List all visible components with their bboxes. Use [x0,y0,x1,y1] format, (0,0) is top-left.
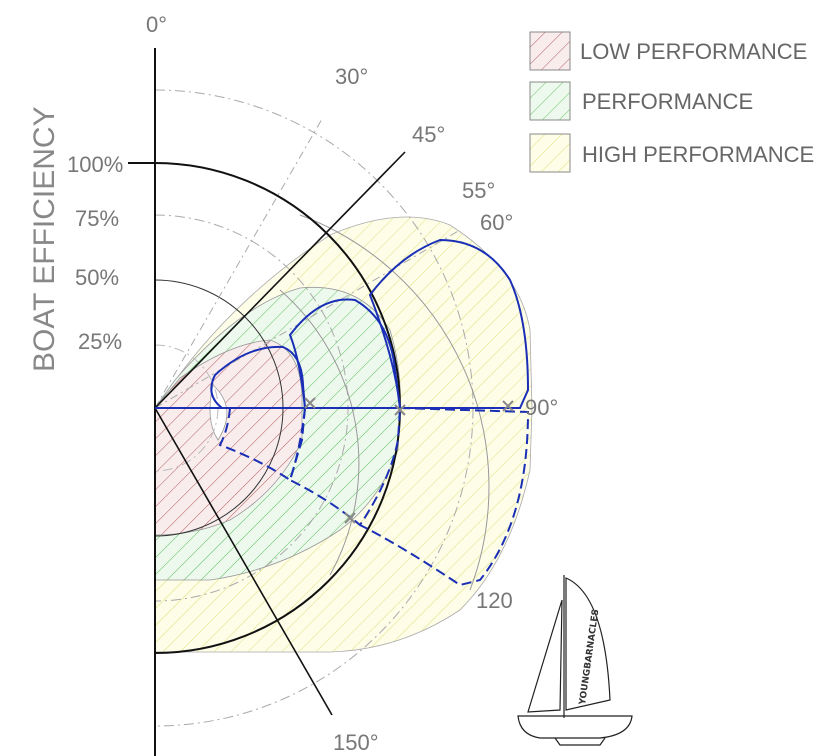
axis-45-line [154,151,406,409]
logo-hull [517,715,633,739]
polar-curve-high-upwind [220,238,530,409]
angle-label-60: 60° [480,210,513,235]
logo-text: YOUNGBARNACLES [578,609,601,707]
legend: LOW PERFORMANCE PERFORMANCE HIGH PERFORM… [529,31,814,173]
legend-label-performance: PERFORMANCE [582,89,753,114]
angle-label-55: 55° [462,178,495,203]
sailboat-logo: YOUNGBARNACLES [517,575,633,746]
axis-150-line [154,407,333,716]
polar-curve-mid-upwind [288,298,401,409]
polar-curve-low-downwind [218,407,306,482]
y-axis-label: BOAT EFFICIENCY [28,106,61,372]
efficiency-label-75: 75% [75,206,119,231]
gray-arc-large [299,214,490,591]
angle-label-90: 90° [525,395,558,420]
legend-label-high: HIGH PERFORMANCE [582,142,814,167]
logo-keel [554,737,606,746]
inner-dashdot-arc [154,344,219,472]
efficiency-label-25: 25% [78,329,122,354]
legend-swatch-performance [529,81,571,121]
efficiency-label-50: 50% [75,265,119,290]
max-point-markers [304,397,514,524]
gray-arc-medium [279,289,360,576]
efficiency-label-100: 100% [67,152,123,177]
polar-curve-mid-downwind [288,407,401,527]
radial-60 [154,229,461,409]
angle-label-45: 45° [412,122,445,147]
polar-curve-high-downwind [359,407,530,587]
legend-label-low: LOW PERFORMANCE [580,39,807,64]
angle-label-0: 0° [146,12,167,37]
logo-jib [527,599,563,713]
logo-mainsail [565,577,611,711]
legend-swatch-high [529,133,571,173]
radial-30 [154,118,323,409]
legend-swatch-low [529,31,571,71]
angle-label-150: 150° [333,730,379,755]
angle-label-30: 30° [335,64,368,89]
angle-label-120: 120 [476,588,513,613]
outer-dashdot-arc [154,89,474,727]
